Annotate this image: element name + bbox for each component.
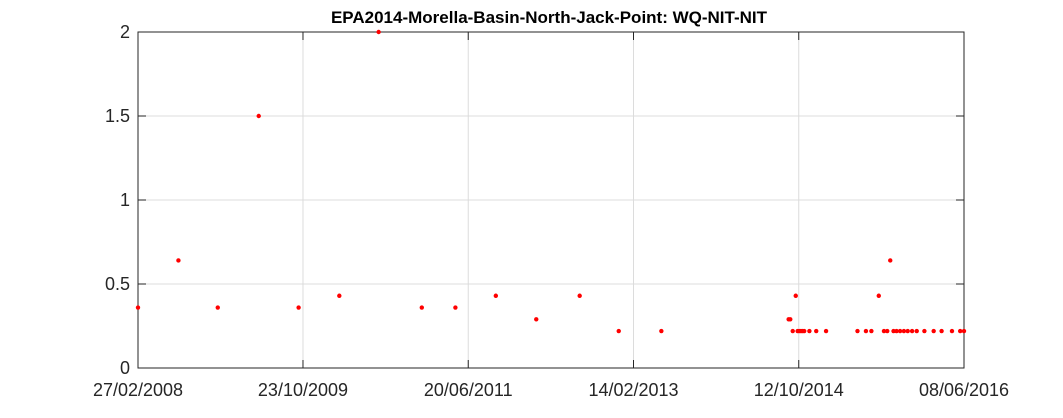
data-point (788, 317, 793, 322)
data-point (176, 258, 181, 263)
y-tick-label: 2 (120, 22, 130, 42)
data-point (337, 293, 342, 298)
data-point (863, 328, 869, 334)
data-point (296, 305, 301, 310)
data-point (914, 328, 919, 334)
data-point (534, 317, 539, 322)
data-point (909, 328, 915, 334)
data-point (876, 293, 881, 298)
data-point (957, 328, 963, 334)
data-point (885, 328, 890, 334)
x-tick-label: 27/02/2008 (93, 380, 183, 400)
axis-ticks (137, 31, 965, 369)
data-point (577, 293, 582, 298)
data-point (793, 293, 798, 298)
chart-title: EPA2014-Morella-Basin-North-Jack-Point: … (331, 8, 768, 27)
data-point (888, 258, 893, 263)
data-point (802, 328, 807, 334)
data-point (939, 328, 944, 334)
data-point (949, 328, 955, 334)
x-tick-label: 12/10/2014 (754, 380, 844, 400)
data-point (215, 305, 220, 310)
data-point (931, 328, 936, 334)
data-point (901, 328, 907, 334)
data-point (419, 305, 425, 310)
data-point (961, 328, 967, 334)
data-point (807, 328, 812, 334)
data-point (135, 305, 141, 310)
x-tick-label: 08/06/2016 (919, 380, 1009, 400)
data-point (493, 293, 499, 298)
x-axis-tick-labels: 27/02/2008 23/10/2009 20/06/2011 14/02/2013… (93, 380, 1009, 400)
data-point (869, 328, 874, 334)
data-point (894, 328, 899, 334)
data-point (814, 328, 819, 334)
data-point (659, 328, 664, 334)
y-tick-label: 0.5 (105, 274, 130, 294)
data-point (823, 328, 829, 334)
data-point (376, 29, 381, 35)
x-tick-label: 14/02/2013 (588, 380, 678, 400)
data-point (905, 328, 910, 334)
data-point (256, 113, 261, 119)
y-tick-label: 1.5 (105, 106, 130, 126)
data-point (616, 328, 621, 334)
y-axis-tick-labels: 0 0.5 1 1.5 2 (105, 22, 130, 378)
data-point (855, 328, 860, 334)
data-point (790, 328, 795, 334)
x-tick-label: 20/06/2011 (424, 380, 513, 400)
data-points (135, 29, 967, 334)
data-point (897, 328, 903, 334)
data-point (922, 328, 927, 334)
x-tick-label: 23/10/2009 (258, 380, 348, 400)
y-tick-label: 1 (120, 190, 130, 210)
y-tick-label: 0 (120, 358, 130, 378)
data-point (881, 328, 887, 334)
data-point (453, 305, 458, 310)
